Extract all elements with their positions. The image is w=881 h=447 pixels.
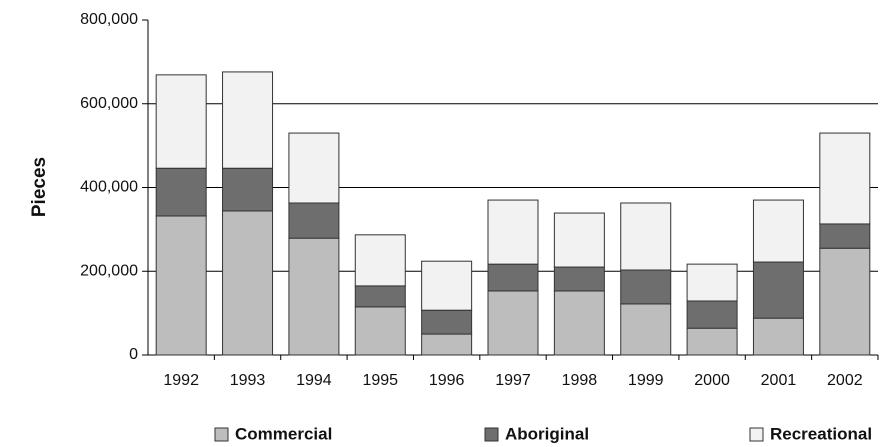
- bar-segment: [222, 167, 274, 212]
- x-tick-label: 1994: [296, 372, 332, 389]
- legend-swatch: [749, 427, 764, 442]
- bar-segment: [288, 202, 340, 239]
- bar-segment: [354, 306, 406, 356]
- bar-segment: [752, 261, 804, 319]
- bar-segment: [752, 199, 804, 263]
- bar-segment: [421, 260, 473, 311]
- bar-segment: [752, 317, 804, 356]
- bar-segment: [487, 290, 539, 356]
- legend-swatch: [214, 427, 229, 442]
- bar-segment: [487, 263, 539, 292]
- bar-segment: [288, 132, 340, 204]
- legend-swatch: [484, 427, 499, 442]
- bar-segment: [553, 266, 605, 292]
- bar-segment: [155, 215, 207, 356]
- y-tick-label: 200,000: [80, 262, 138, 279]
- bar-segment: [354, 234, 406, 287]
- bar-segment: [686, 327, 738, 356]
- bar-segment: [819, 223, 871, 249]
- bar-segment: [620, 269, 672, 305]
- x-tick-label: 1993: [230, 372, 266, 389]
- y-tick-label: 800,000: [80, 11, 138, 28]
- x-tick-label: 1997: [495, 372, 531, 389]
- x-tick-label: 1995: [362, 372, 398, 389]
- bar-segment: [819, 247, 871, 356]
- legend-label: Recreational: [770, 424, 872, 443]
- y-tick-label: 600,000: [80, 95, 138, 112]
- x-tick-label: 2001: [761, 372, 797, 389]
- bar-segment: [487, 199, 539, 265]
- y-tick-label: 0: [129, 346, 138, 363]
- x-tick-label: 2002: [827, 372, 863, 389]
- legend-label: Aboriginal: [505, 424, 589, 443]
- y-tick-label: 400,000: [80, 179, 138, 196]
- x-tick-label: 1992: [163, 372, 199, 389]
- bar-segment: [222, 210, 274, 356]
- bar-segment: [155, 167, 207, 217]
- bar-segment: [819, 132, 871, 225]
- bar-segment: [620, 202, 672, 271]
- bar-segment: [288, 237, 340, 356]
- bar-segment: [553, 212, 605, 268]
- x-tick-label: 2000: [694, 372, 730, 389]
- x-tick-label: 1996: [429, 372, 465, 389]
- y-axis-title: Pieces: [29, 157, 50, 217]
- bar-segment: [686, 300, 738, 329]
- bar-segment: [421, 333, 473, 356]
- x-tick-label: 1998: [562, 372, 598, 389]
- legend-label: Commercial: [235, 424, 332, 443]
- bar-segment: [222, 71, 274, 169]
- bar-segment: [620, 303, 672, 356]
- bar-segment: [421, 309, 473, 335]
- bar-segment: [354, 285, 406, 308]
- bar-segment: [553, 290, 605, 356]
- x-tick-label: 1999: [628, 372, 664, 389]
- bar-segment: [155, 74, 207, 169]
- bar-segment: [686, 263, 738, 302]
